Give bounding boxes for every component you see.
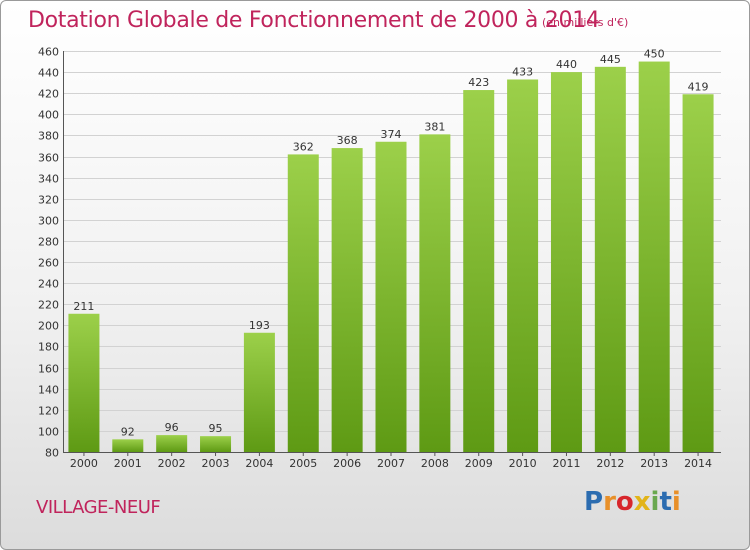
logo-letter: x — [633, 487, 651, 517]
x-tick-label: 2014 — [684, 457, 712, 470]
y-tick-label: 440 — [38, 67, 59, 80]
chart-title: Dotation Globale de Fonctionnement de 20… — [28, 8, 600, 33]
bar — [594, 66, 626, 452]
x-tick-label: 2011 — [552, 457, 580, 470]
x-tick-label: 2002 — [158, 457, 186, 470]
data-label: 96 — [165, 421, 179, 434]
y-tick-label: 460 — [38, 46, 59, 59]
y-tick-label: 340 — [38, 173, 59, 186]
logo-letter: o — [615, 487, 634, 517]
bar — [156, 435, 188, 452]
data-label: 440 — [556, 58, 577, 71]
chart-subtitle: (en milliers d'€) — [542, 16, 629, 29]
y-tick-label: 280 — [38, 236, 59, 249]
logo-letter: i — [671, 487, 681, 517]
data-label: 374 — [381, 128, 402, 141]
bar — [112, 439, 144, 452]
x-tick-label: 2012 — [596, 457, 624, 470]
y-tick-label: 320 — [38, 194, 59, 207]
data-label: 95 — [209, 422, 223, 435]
bar — [682, 94, 714, 452]
y-tick-label: 180 — [38, 341, 59, 354]
bar — [331, 148, 363, 452]
data-label: 193 — [249, 319, 270, 332]
y-tick-label: 220 — [38, 299, 59, 312]
data-label: 419 — [688, 80, 709, 93]
bar — [638, 61, 670, 452]
data-label: 433 — [512, 65, 533, 78]
bars: 211 92 96 95 193 362 368 374 381 423 433 440 445 450 4… — [68, 48, 714, 453]
data-label: 368 — [337, 134, 358, 147]
y-tick-label: 200 — [38, 320, 59, 333]
x-tick-label: 2013 — [640, 457, 668, 470]
bar — [550, 72, 582, 453]
bar — [507, 79, 539, 453]
x-tick-label: 2001 — [114, 457, 142, 470]
data-label: 92 — [121, 425, 135, 438]
x-tick-label: 2008 — [421, 457, 449, 470]
bar — [375, 141, 407, 452]
logo-letter: t — [659, 487, 672, 517]
y-tick-label: 80 — [45, 447, 59, 460]
x-tick-label: 2005 — [289, 457, 317, 470]
bar — [463, 90, 495, 452]
bar — [243, 332, 275, 452]
bar — [68, 313, 100, 452]
data-label: 450 — [644, 48, 665, 61]
y-tick-label: 420 — [38, 88, 59, 101]
y-tick-label: 380 — [38, 130, 59, 143]
x-tick-label: 2000 — [70, 457, 98, 470]
data-label: 381 — [424, 120, 445, 133]
proxiti-logo: Proxiti — [584, 487, 681, 517]
x-tick-label: 2004 — [245, 457, 273, 470]
axes: 80 100 120 140 160 180 200 220 240 260 280 300 320 34… — [38, 46, 721, 470]
logo-letter: P — [584, 487, 604, 517]
bar — [287, 154, 319, 453]
y-tick-label: 120 — [38, 405, 59, 418]
y-tick-label: 160 — [38, 363, 59, 376]
y-tick-label: 300 — [38, 215, 59, 228]
x-tick-label: 2010 — [509, 457, 537, 470]
data-label: 445 — [600, 53, 621, 66]
logo-letter: r — [603, 487, 616, 517]
bar — [419, 134, 451, 452]
y-tick-label: 260 — [38, 257, 59, 270]
y-tick-label: 360 — [38, 152, 59, 165]
y-tick-label: 240 — [38, 278, 59, 291]
y-tick-label: 140 — [38, 384, 59, 397]
x-tick-label: 2006 — [333, 457, 361, 470]
commune-name: VILLAGE-NEUF — [36, 497, 161, 518]
logo-letter: i — [650, 487, 660, 517]
x-tick-label: 2009 — [465, 457, 493, 470]
y-tick-label: 100 — [38, 426, 59, 439]
bar — [200, 436, 232, 452]
y-tick-label: 400 — [38, 109, 59, 122]
x-tick-label: 2003 — [202, 457, 230, 470]
x-tick-label: 2007 — [377, 457, 405, 470]
data-label: 362 — [293, 140, 314, 153]
data-label: 211 — [73, 300, 94, 313]
data-label: 423 — [468, 76, 489, 89]
